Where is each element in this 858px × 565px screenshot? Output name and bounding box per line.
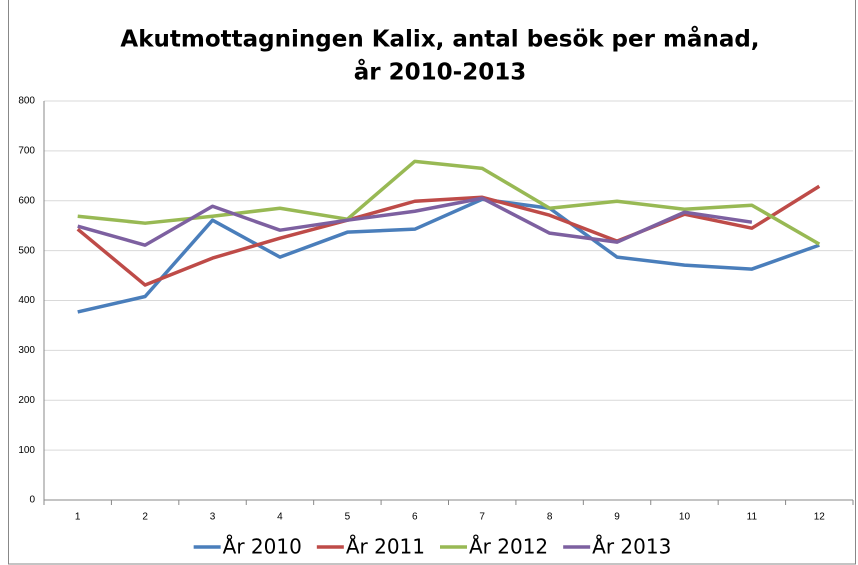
y-tick-label: 400 — [18, 295, 35, 306]
series-line — [77, 196, 753, 247]
y-tick-label: 100 — [18, 445, 35, 456]
x-tick-label: 2 — [142, 512, 148, 523]
series-line — [77, 159, 821, 246]
y-tick-label: 600 — [18, 195, 35, 206]
y-tick-label: 0 — [29, 495, 35, 506]
x-tick-label: 8 — [547, 512, 553, 523]
legend-label: År 2010 — [223, 535, 302, 559]
y-tick-label: 200 — [18, 395, 35, 406]
y-tick-label: 300 — [18, 345, 35, 356]
legend-label: År 2013 — [592, 535, 671, 559]
x-tick-label: 5 — [345, 512, 351, 523]
y-tick-label: 800 — [18, 96, 35, 107]
series-line — [77, 197, 820, 314]
chart-title: Akutmottagningen Kalix, antal besök per … — [120, 26, 759, 53]
legend-label: År 2011 — [346, 535, 425, 559]
x-tick-label: 11 — [747, 512, 758, 523]
x-tick-label: 10 — [679, 512, 691, 523]
y-tick-label: 500 — [18, 245, 35, 256]
y-tick-label: 700 — [18, 146, 35, 157]
chart-title: år 2010-2013 — [354, 59, 526, 86]
legend-label: År 2012 — [469, 535, 548, 559]
x-tick-label: 1 — [75, 512, 81, 523]
x-tick-label: 6 — [412, 512, 418, 523]
x-tick-label: 4 — [277, 512, 283, 523]
series-line — [76, 184, 821, 287]
x-tick-label: 3 — [210, 512, 216, 523]
x-tick-label: 9 — [614, 512, 620, 523]
x-tick-label: 12 — [814, 512, 826, 523]
x-tick-label: 7 — [479, 512, 485, 523]
